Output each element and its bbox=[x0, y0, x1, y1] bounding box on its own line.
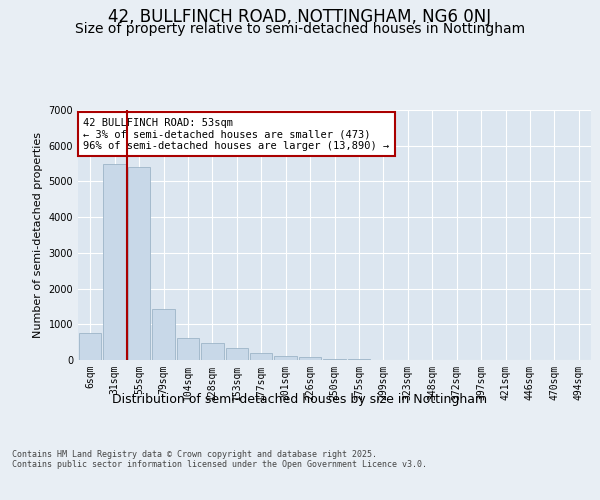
Bar bbox=[250, 353, 272, 360]
Bar bbox=[323, 359, 346, 360]
Bar bbox=[79, 333, 101, 360]
Text: Distribution of semi-detached houses by size in Nottingham: Distribution of semi-detached houses by … bbox=[112, 392, 488, 406]
Bar bbox=[103, 164, 126, 360]
Bar bbox=[299, 357, 322, 360]
Bar bbox=[274, 356, 297, 360]
Bar bbox=[226, 348, 248, 360]
Bar bbox=[201, 343, 224, 360]
Bar bbox=[128, 167, 151, 360]
Y-axis label: Number of semi-detached properties: Number of semi-detached properties bbox=[33, 132, 43, 338]
Bar bbox=[152, 309, 175, 360]
Text: 42, BULLFINCH ROAD, NOTTINGHAM, NG6 0NJ: 42, BULLFINCH ROAD, NOTTINGHAM, NG6 0NJ bbox=[109, 8, 491, 26]
Text: Size of property relative to semi-detached houses in Nottingham: Size of property relative to semi-detach… bbox=[75, 22, 525, 36]
Text: Contains HM Land Registry data © Crown copyright and database right 2025.
Contai: Contains HM Land Registry data © Crown c… bbox=[12, 450, 427, 469]
Bar bbox=[176, 338, 199, 360]
Text: 42 BULLFINCH ROAD: 53sqm
← 3% of semi-detached houses are smaller (473)
96% of s: 42 BULLFINCH ROAD: 53sqm ← 3% of semi-de… bbox=[83, 118, 389, 150]
